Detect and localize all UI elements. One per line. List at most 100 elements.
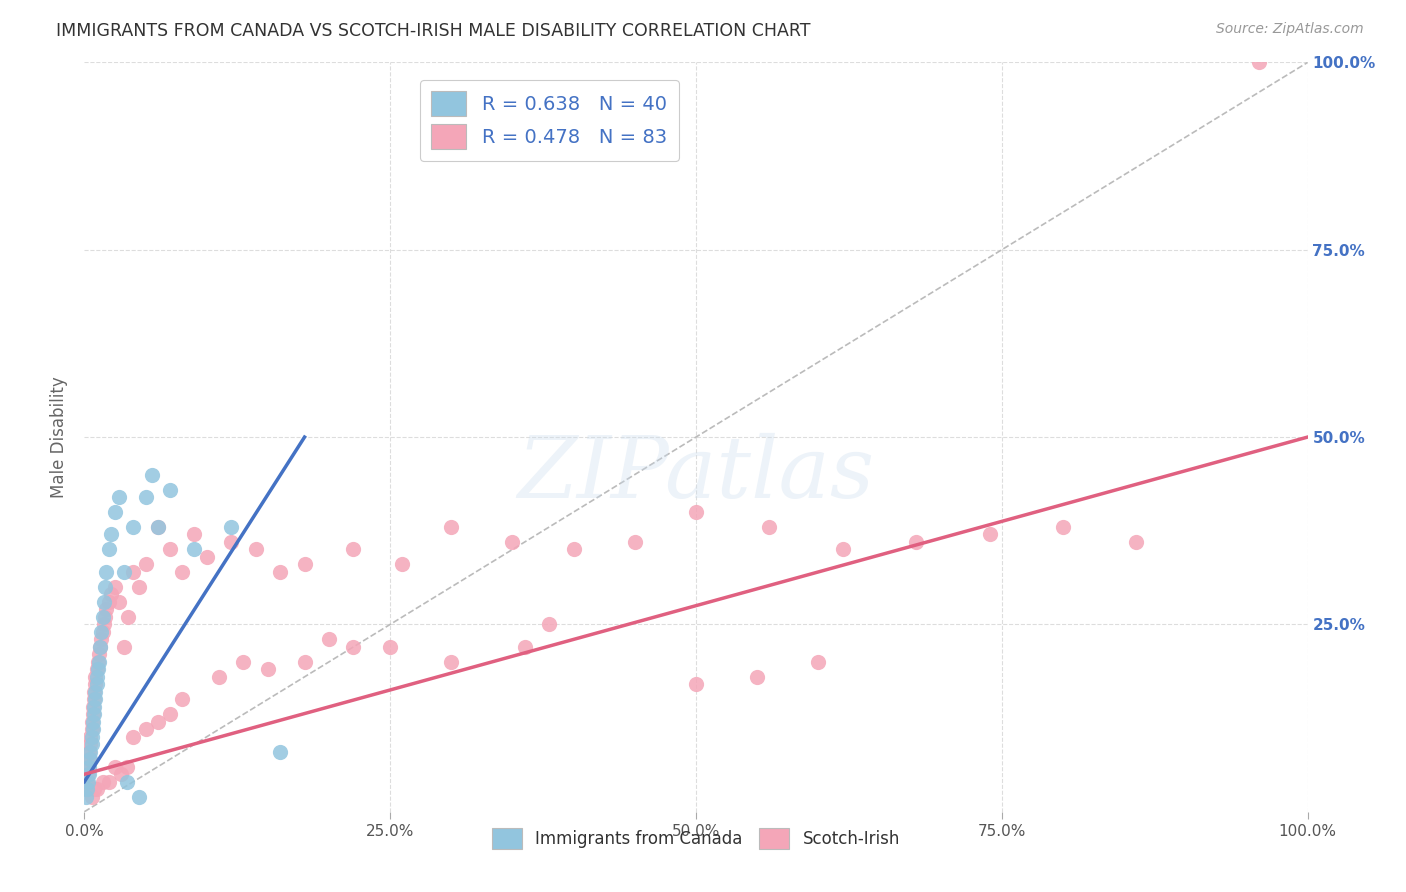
Point bbox=[104, 580, 127, 594]
Point bbox=[91, 624, 114, 639]
Point bbox=[208, 670, 231, 684]
Point bbox=[77, 767, 100, 781]
Point bbox=[562, 542, 585, 557]
Point bbox=[86, 782, 108, 797]
Point bbox=[232, 655, 254, 669]
Point bbox=[128, 789, 150, 804]
Point bbox=[82, 707, 104, 722]
Point bbox=[84, 677, 107, 691]
Point bbox=[100, 527, 122, 541]
Point bbox=[80, 789, 103, 804]
Point bbox=[172, 565, 194, 579]
Point bbox=[146, 714, 169, 729]
Point bbox=[97, 595, 120, 609]
Point bbox=[128, 580, 150, 594]
Point bbox=[685, 677, 707, 691]
Point bbox=[76, 782, 98, 797]
Point bbox=[86, 677, 108, 691]
Point bbox=[747, 670, 769, 684]
Point bbox=[380, 640, 402, 654]
Point bbox=[91, 610, 114, 624]
Point bbox=[79, 737, 101, 751]
Point bbox=[93, 617, 115, 632]
Point bbox=[75, 782, 97, 797]
Point bbox=[77, 760, 100, 774]
Point bbox=[93, 595, 115, 609]
Point bbox=[77, 774, 100, 789]
Point bbox=[77, 760, 100, 774]
Point bbox=[159, 483, 181, 497]
Point bbox=[107, 490, 129, 504]
Point bbox=[94, 610, 117, 624]
Point bbox=[83, 699, 105, 714]
Point bbox=[391, 558, 413, 572]
Point bbox=[1052, 520, 1074, 534]
Point bbox=[87, 655, 110, 669]
Point bbox=[257, 662, 280, 676]
Point bbox=[97, 774, 120, 789]
Point bbox=[146, 520, 169, 534]
Point bbox=[84, 685, 107, 699]
Point bbox=[183, 542, 205, 557]
Point bbox=[84, 692, 107, 706]
Point bbox=[87, 648, 110, 662]
Point bbox=[294, 558, 316, 572]
Point bbox=[91, 774, 114, 789]
Point bbox=[87, 662, 110, 676]
Point bbox=[195, 549, 218, 564]
Point bbox=[82, 714, 104, 729]
Point bbox=[89, 640, 111, 654]
Text: ZIPatlas: ZIPatlas bbox=[517, 434, 875, 516]
Point bbox=[440, 655, 463, 669]
Point bbox=[112, 565, 135, 579]
Text: Source: ZipAtlas.com: Source: ZipAtlas.com bbox=[1216, 22, 1364, 37]
Point bbox=[122, 565, 145, 579]
Point bbox=[79, 730, 101, 744]
Point bbox=[807, 655, 830, 669]
Point bbox=[979, 527, 1001, 541]
Point bbox=[83, 685, 105, 699]
Point bbox=[96, 565, 118, 579]
Point bbox=[146, 520, 169, 534]
Point bbox=[159, 707, 181, 722]
Point bbox=[77, 752, 100, 766]
Point bbox=[115, 760, 138, 774]
Point bbox=[75, 789, 97, 804]
Point bbox=[82, 723, 104, 737]
Point bbox=[318, 632, 340, 647]
Point bbox=[80, 723, 103, 737]
Point bbox=[245, 542, 267, 557]
Point bbox=[90, 632, 112, 647]
Point bbox=[141, 467, 163, 482]
Point bbox=[104, 760, 127, 774]
Point bbox=[110, 767, 132, 781]
Point bbox=[117, 610, 139, 624]
Point bbox=[440, 520, 463, 534]
Point bbox=[82, 699, 104, 714]
Point bbox=[135, 490, 157, 504]
Point bbox=[135, 723, 157, 737]
Point bbox=[758, 520, 780, 534]
Point bbox=[624, 535, 647, 549]
Point bbox=[183, 527, 205, 541]
Legend: Immigrants from Canada, Scotch-Irish: Immigrants from Canada, Scotch-Irish bbox=[485, 822, 907, 855]
Point bbox=[685, 505, 707, 519]
Point bbox=[104, 505, 127, 519]
Point bbox=[122, 520, 145, 534]
Point bbox=[502, 535, 524, 549]
Point bbox=[80, 714, 103, 729]
Point bbox=[831, 542, 853, 557]
Point bbox=[513, 640, 536, 654]
Point bbox=[294, 655, 316, 669]
Point bbox=[100, 587, 122, 601]
Point bbox=[172, 692, 194, 706]
Point bbox=[219, 535, 242, 549]
Point bbox=[97, 542, 120, 557]
Point bbox=[90, 624, 112, 639]
Point bbox=[84, 670, 107, 684]
Point bbox=[905, 535, 928, 549]
Point bbox=[269, 565, 291, 579]
Point bbox=[159, 542, 181, 557]
Point bbox=[1247, 55, 1270, 70]
Point bbox=[89, 640, 111, 654]
